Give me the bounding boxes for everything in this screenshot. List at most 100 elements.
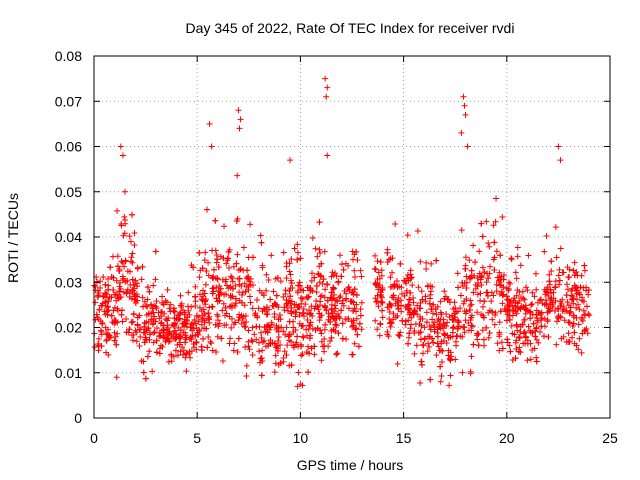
data-point (446, 355, 453, 362)
data-point (461, 329, 468, 336)
data-point (548, 267, 555, 274)
data-point (281, 348, 288, 355)
data-point (581, 267, 588, 274)
data-point (307, 311, 314, 318)
data-point (419, 350, 426, 357)
data-point (218, 335, 225, 342)
data-point (538, 317, 545, 324)
data-point (272, 352, 279, 359)
data-point (305, 369, 312, 376)
data-point (110, 287, 117, 294)
data-point (258, 329, 265, 336)
data-point (111, 337, 118, 344)
data-point (338, 273, 345, 280)
data-point (286, 332, 293, 339)
data-point (474, 291, 481, 298)
data-point (258, 355, 265, 362)
data-point (579, 317, 586, 324)
data-point (137, 333, 144, 340)
data-point (301, 313, 308, 320)
data-point (573, 304, 580, 311)
data-point (459, 333, 466, 340)
data-point (191, 316, 198, 323)
data-point (328, 334, 335, 341)
data-point (499, 213, 506, 220)
data-point (335, 330, 342, 337)
data-point (153, 325, 160, 332)
data-point (569, 323, 576, 330)
data-point (296, 312, 303, 319)
data-point (518, 294, 525, 301)
data-point (576, 306, 583, 313)
data-point (552, 278, 559, 285)
data-point (566, 266, 573, 273)
data-point (565, 319, 572, 326)
data-point (566, 274, 573, 281)
data-point (235, 267, 242, 274)
data-point (203, 206, 210, 213)
data-point (129, 337, 136, 344)
data-point (229, 285, 236, 292)
data-point (434, 333, 441, 340)
data-point (243, 283, 250, 290)
y-tick-label: 0.06 (55, 139, 82, 155)
data-point (95, 316, 102, 323)
data-point (236, 125, 243, 132)
data-point (194, 329, 201, 336)
data-point (339, 300, 346, 307)
data-point (201, 325, 208, 332)
data-point (430, 310, 437, 317)
data-point (334, 298, 341, 305)
data-point (485, 275, 492, 282)
y-tick-labels: 0 0.01 0.02 0.03 0.04 0.05 0.06 0.07 0.08 (55, 48, 82, 426)
data-point (466, 257, 473, 264)
data-point (123, 329, 130, 336)
data-point (460, 324, 467, 331)
data-point (230, 263, 237, 270)
data-point (270, 288, 277, 295)
data-point (253, 323, 260, 330)
data-point (193, 339, 200, 346)
data-point (256, 348, 263, 355)
data-point (410, 299, 417, 306)
data-point (306, 335, 313, 342)
data-point (159, 293, 166, 300)
data-point (219, 276, 226, 283)
data-point (493, 281, 500, 288)
data-point (209, 290, 216, 297)
data-point (187, 354, 194, 361)
data-point (513, 275, 520, 282)
data-point (249, 324, 256, 331)
data-point (461, 102, 468, 109)
data-point (133, 329, 140, 336)
data-point (575, 301, 582, 308)
data-point (193, 312, 200, 319)
data-point (480, 336, 487, 343)
data-point (426, 295, 433, 302)
data-point (145, 325, 152, 332)
data-point (444, 319, 451, 326)
data-point (358, 299, 365, 306)
data-point (463, 308, 470, 315)
data-point (267, 324, 274, 331)
data-point (324, 281, 331, 288)
x-tick-label: 20 (499, 430, 515, 446)
data-point (350, 317, 357, 324)
data-point (434, 340, 441, 347)
data-point (275, 334, 282, 341)
data-point (556, 281, 563, 288)
data-point (462, 254, 469, 261)
data-point (128, 211, 135, 218)
data-point (508, 256, 515, 263)
data-point (249, 305, 256, 312)
data-point (524, 287, 531, 294)
data-point (216, 297, 223, 304)
y-tick-label: 0.07 (55, 93, 82, 109)
data-point (556, 277, 563, 284)
data-point (396, 332, 403, 339)
data-point (564, 298, 571, 305)
data-point (555, 272, 562, 279)
data-point (263, 304, 270, 311)
data-point (349, 323, 356, 330)
data-point (233, 217, 240, 224)
